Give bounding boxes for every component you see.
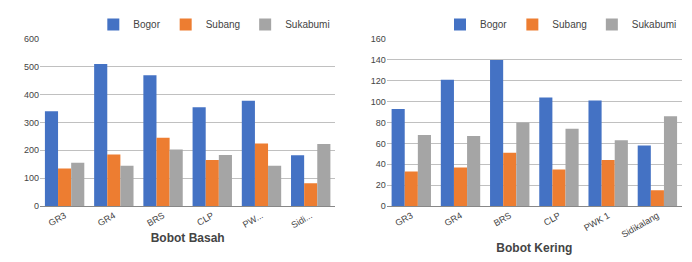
svg-text:GR3: GR3 xyxy=(47,210,68,228)
svg-text:0: 0 xyxy=(34,201,39,211)
svg-text:40: 40 xyxy=(376,159,386,169)
svg-text:80: 80 xyxy=(376,118,386,128)
svg-text:300: 300 xyxy=(24,118,39,128)
svg-text:GR3: GR3 xyxy=(394,210,415,228)
svg-text:Sidikalang: Sidikalang xyxy=(620,210,661,239)
svg-text:100: 100 xyxy=(371,97,386,107)
svg-text:Bobot Kering: Bobot Kering xyxy=(496,241,572,255)
svg-text:140: 140 xyxy=(371,55,386,65)
svg-text:60: 60 xyxy=(376,139,386,149)
svg-text:Sukabumi: Sukabumi xyxy=(285,19,329,30)
svg-text:400: 400 xyxy=(24,90,39,100)
svg-text:120: 120 xyxy=(371,76,386,86)
svg-text:200: 200 xyxy=(24,145,39,155)
svg-text:100: 100 xyxy=(24,173,39,183)
svg-text:Subang: Subang xyxy=(552,19,586,30)
svg-text:BRS: BRS xyxy=(145,210,166,228)
svg-text:600: 600 xyxy=(24,34,39,44)
svg-text:Bogor: Bogor xyxy=(133,19,160,30)
svg-text:PWK 1: PWK 1 xyxy=(582,210,611,233)
svg-text:Sukabumi: Sukabumi xyxy=(632,19,676,30)
svg-text:160: 160 xyxy=(371,34,386,44)
svg-text:Subang: Subang xyxy=(206,19,240,30)
svg-text:500: 500 xyxy=(24,62,39,72)
svg-text:0: 0 xyxy=(381,201,386,211)
svg-text:PW...: PW... xyxy=(241,210,265,229)
svg-text:Sidi...: Sidi... xyxy=(289,210,313,230)
svg-text:CLP: CLP xyxy=(542,210,562,227)
svg-text:GR4: GR4 xyxy=(96,210,117,228)
svg-text:BRS: BRS xyxy=(492,210,513,228)
svg-text:20: 20 xyxy=(376,180,386,190)
svg-text:Bogor: Bogor xyxy=(480,19,507,30)
svg-text:GR4: GR4 xyxy=(443,210,464,228)
svg-text:CLP: CLP xyxy=(195,210,215,227)
svg-text:Bobot Basah: Bobot Basah xyxy=(151,231,225,245)
